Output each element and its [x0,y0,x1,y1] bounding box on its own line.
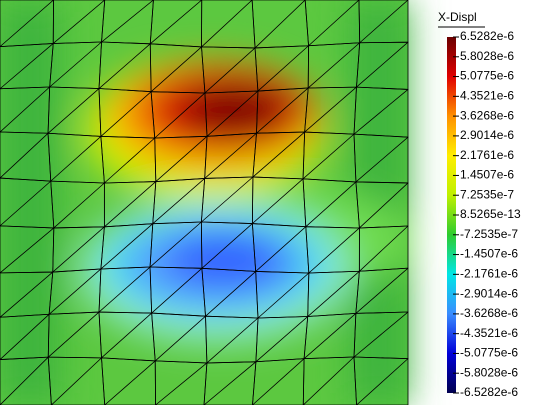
mesh [0,0,409,405]
colorbar-tick-label: 8.5265e-13 [460,207,521,221]
colorbar-tick-label: 6.5282e-6 [460,29,514,43]
colorbar-tick-label: 5.0775e-6 [460,69,514,83]
colorbar-tick-label: 5.8028e-6 [460,49,514,63]
colorbar-title: X-Displ [438,10,477,24]
colorbar-tick-label: 2.9014e-6 [460,128,514,142]
colorbar-tick-label: 7.2535e-7 [460,187,514,201]
colorbar: 6.5282e-6 5.8028e-6 5.0775e-6 4.3521e-6 3.62… [447,29,521,399]
colorbar-tick-label: -2.9014e-6 [460,286,518,300]
colorbar-tick-label: 3.6268e-6 [460,108,514,122]
colorbar-tick-label: -1.4507e-6 [460,247,518,261]
colorbar-tick-label: -2.1761e-6 [460,267,518,281]
field-plot [0,0,410,405]
colorbar-tick-label: -5.0775e-6 [460,346,518,360]
colorbar-tick-label: 1.4507e-6 [460,168,514,182]
colorbar-tick-label: -3.6268e-6 [460,306,518,320]
colorbar-tick-label: -5.8028e-6 [460,365,518,379]
colorbar-scale [447,37,456,393]
colorbar-tick-label: 2.1761e-6 [460,148,514,162]
colorbar-tick-label: -6.5282e-6 [460,385,518,399]
colorbar-tick-label: -7.2535e-7 [460,227,518,241]
colorbar-tick-label: 4.3521e-6 [460,89,514,103]
mesh-cell [353,356,409,405]
colorbar-tick-label: -4.3521e-6 [460,326,518,340]
field-blobs [0,0,410,405]
